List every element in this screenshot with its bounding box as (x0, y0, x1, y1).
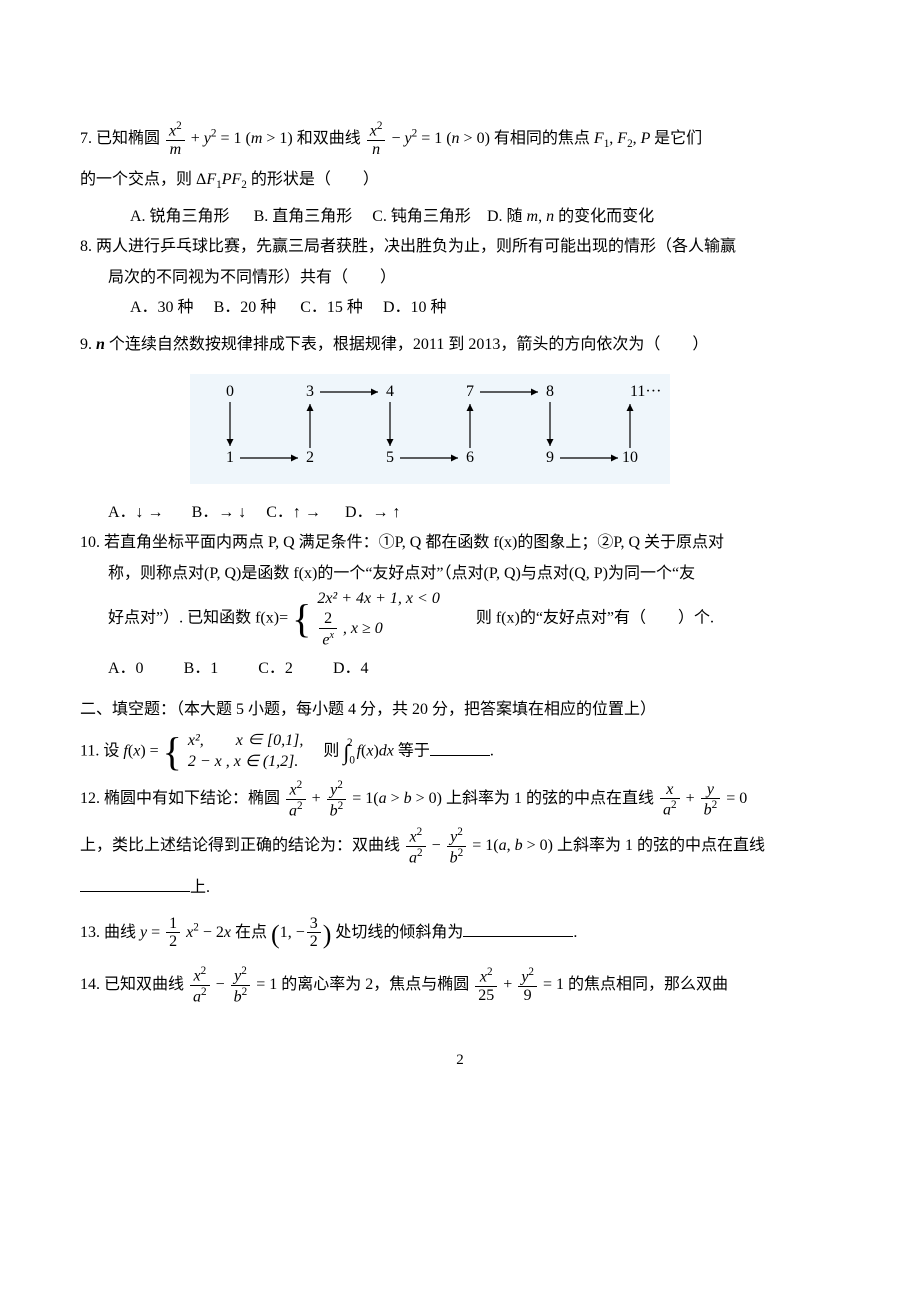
q7-tail: 是它们 (654, 130, 702, 147)
blank-fill (80, 875, 190, 892)
svg-text:4: 4 (386, 383, 394, 400)
svg-text:7: 7 (466, 383, 474, 400)
blank-fill (463, 920, 573, 937)
q12-line3: 上. (80, 873, 840, 903)
svg-text:8: 8 (546, 383, 554, 400)
question-12: 12. 椭圆中有如下结论：椭圆 x2a2 + y2b2 = 1(a > b > … (80, 779, 840, 820)
question-8: 8. 两人进行乒乓球比赛，先赢三局者获胜，决出胜负为止，则所有可能出现的情形（各… (80, 232, 840, 323)
frac-x2-m: x2m (166, 120, 185, 159)
section-2-header: 二、填空题：（本大题 5 小题，每小题 4 分，共 20 分，把答案填在相应的位… (80, 695, 840, 725)
blank-fill (430, 739, 490, 756)
number-arrow-diagram: 0 3 4 7 8 11··· 1 2 5 6 9 10 (190, 374, 670, 484)
q8-options: A．30 种 B．20 种 C．15 种 D．10 种 (80, 293, 840, 323)
svg-text:10: 10 (622, 449, 638, 466)
q7-line2: 的一个交点，则 ΔF1PF2 的形状是（ ） (80, 165, 840, 196)
q9-options: A．↓ → B．→ ↓ C．↑ → D．→ ↑ (80, 498, 840, 528)
q10-options: A．0 B．1 C．2 D．4 (80, 654, 840, 684)
brace-icon: { (292, 599, 311, 639)
question-10: 10. 若直角坐标平面内两点 P, Q 满足条件：①P, Q 都在函数 f(x)… (80, 528, 840, 648)
svg-text:11···: 11··· (630, 383, 661, 400)
brace-icon: { (163, 732, 182, 772)
q7-between: 和双曲线 (297, 130, 361, 147)
question-14: 14. 已知双曲线 x2a2 − y2b2 = 1 的离心率为 2，焦点与椭圆 … (80, 965, 840, 1006)
q7-prefix: 7. 已知椭圆 (80, 130, 160, 147)
q12-line2: 上，类比上述结论得到正确的结论为：双曲线 x2a2 − y2b2 = 1(a, … (80, 826, 840, 867)
svg-text:9: 9 (546, 449, 554, 466)
page-number: 2 (80, 1046, 840, 1075)
piecewise-cases: 2x² + 4x + 1, x < 0 2ex , x ≥ 0 (317, 589, 440, 648)
frac-x2-n: x2n (367, 120, 386, 159)
question-13: 13. 曲线 y = 12 x2 − 2x 在点 (1, −32) 处切线的倾斜… (80, 910, 840, 959)
svg-text:1: 1 (226, 449, 234, 466)
svg-text:2: 2 (306, 449, 314, 466)
q7-after: 有相同的焦点 (494, 130, 590, 147)
svg-text:5: 5 (386, 449, 394, 466)
question-11: 11. 设 f(x) = { x², x ∈ [0,1], 2 − x , x … (80, 731, 840, 773)
question-7: 7. 已知椭圆 x2m + y2 = 1 (m > 1) 和双曲线 x2n − … (80, 120, 840, 159)
q7-options: A. 锐角三角形 B. 直角三角形 C. 钝角三角形 D. 随 m, n 的变化… (80, 202, 840, 232)
svg-text:0: 0 (226, 383, 234, 400)
question-9: 9. n 个连续自然数按规律排成下表，根据规律，2011 到 2013，箭头的方… (80, 330, 840, 360)
svg-text:3: 3 (306, 383, 314, 400)
svg-text:6: 6 (466, 449, 474, 466)
